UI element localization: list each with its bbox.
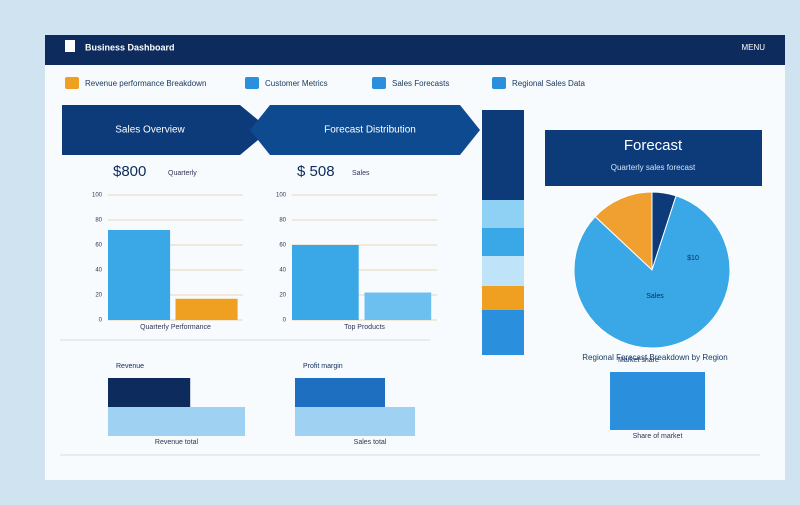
nav-icon [65,77,79,89]
y-tick-label: 100 [92,193,103,199]
bar [610,372,705,430]
chart-title: $ 508 [297,163,335,180]
logo [65,40,75,52]
y-tick-label: 0 [99,318,103,324]
y-tick-label: 40 [95,268,102,274]
y-tick-label: 100 [276,193,287,199]
bar [108,378,191,407]
chart-title: $800 [113,163,146,180]
y-tick-label: 20 [95,293,102,299]
bar [175,298,238,320]
banner [62,105,270,155]
column-strip [482,110,524,355]
nav-item[interactable]: Regional Sales Data [512,79,585,88]
banner-text: Sales Overview [115,125,185,136]
chart-title: Profit margin [303,363,343,370]
y-tick-label: 20 [279,293,286,299]
banner-text: Forecast Distribution [324,125,416,136]
pie-caption: Regional Forecast Breakdown by Region [582,353,727,362]
banner [250,105,480,155]
x-axis-label: Sales total [354,439,387,446]
x-axis-label: Revenue total [155,439,199,446]
nav-icon [492,77,506,89]
y-tick-label: 0 [283,318,287,324]
x-axis-label: Top Products [344,324,385,331]
menu[interactable]: MENU [741,43,765,52]
y-tick-label: 60 [279,243,286,249]
header-title: Business Dashboard [85,42,175,52]
y-tick-label: 80 [95,218,102,224]
nav-item[interactable]: Revenue performance Breakdown [85,79,206,88]
pie-slice [573,195,731,349]
y-tick-label: 40 [279,268,286,274]
nav-item[interactable]: Sales Forecasts [392,79,449,88]
bar [108,407,245,436]
pie-slice [594,191,653,272]
bar [295,407,415,436]
pie-title: Forecast [624,137,683,154]
y-tick-label: 60 [95,243,102,249]
pie-label: $10 [687,255,699,262]
y-tick-label: 80 [279,218,286,224]
header-bar [45,35,785,65]
x-axis-label: Share of market [633,433,683,440]
pie-header [545,130,762,186]
pie-subtitle: Quarterly sales forecast [611,163,696,172]
bar [364,292,432,320]
chart-subtitle: Quarterly [168,170,197,177]
nav-icon [372,77,386,89]
x-axis-label: Quarterly Performance [140,324,211,331]
chart-subtitle: Sales [352,170,370,177]
chart-title: Revenue [116,363,144,370]
bar [295,378,385,407]
pie-label: Sales [646,293,664,300]
nav-item[interactable]: Customer Metrics [265,79,328,88]
bar [292,245,359,320]
bar [108,230,171,320]
nav-icon [245,77,259,89]
chart-title: Market share [618,357,659,364]
